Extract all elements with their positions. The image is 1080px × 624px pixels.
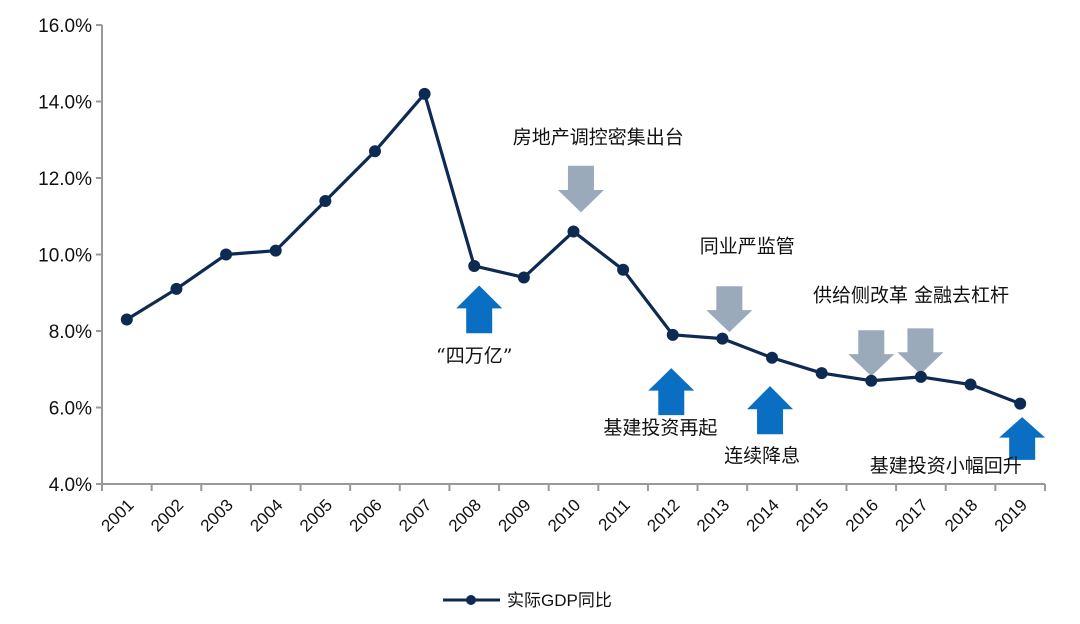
data-point xyxy=(865,374,878,387)
x-tick-label: 2010 xyxy=(544,495,584,535)
data-point xyxy=(220,248,233,261)
x-tick-label: 2007 xyxy=(395,495,435,535)
y-tick-label: 8.0% xyxy=(49,322,92,343)
data-point xyxy=(468,259,481,272)
legend: 实际GDP同比 xyxy=(443,591,612,610)
y-tick-label: 12.0% xyxy=(38,169,92,190)
y-tick-label: 14.0% xyxy=(38,93,92,114)
x-tick-label: 2002 xyxy=(147,495,187,535)
y-tick-label: 10.0% xyxy=(38,246,92,267)
arrow-down-icon xyxy=(848,330,895,377)
x-tick-label: 2006 xyxy=(346,495,386,535)
data-point xyxy=(269,244,282,257)
arrow-down-icon xyxy=(706,286,753,333)
arrow-up-icon xyxy=(648,368,695,416)
series-gdp xyxy=(120,87,1027,410)
arrow-up-icon xyxy=(456,285,503,334)
y-tick-label: 4.0% xyxy=(49,475,92,496)
annotation-label: 同业严监管 xyxy=(700,235,795,257)
x-tick-label: 2012 xyxy=(643,495,683,535)
data-point xyxy=(964,378,977,391)
x-tick-label: 2016 xyxy=(842,495,882,535)
data-point xyxy=(766,351,779,364)
arrow-up-icon xyxy=(999,417,1046,460)
x-tick-label: 2004 xyxy=(246,495,286,535)
x-tick-label: 2005 xyxy=(296,495,336,535)
arrow-down-icon xyxy=(897,328,944,375)
x-tick-label: 2001 xyxy=(97,495,137,535)
annotation-label: 基建投资再起 xyxy=(603,417,717,439)
x-tick-label: 2017 xyxy=(892,495,932,535)
annotation-label: 连续降息 xyxy=(724,445,800,467)
arrow-down-icon xyxy=(557,165,604,213)
x-tick-label: 2011 xyxy=(595,495,634,534)
y-tick-label: 16.0% xyxy=(38,16,92,37)
annotation-label: 房地产调控密集出台 xyxy=(513,127,684,149)
annotation-label: 供给侧改革 金融去杠杆 xyxy=(813,284,1009,306)
data-point xyxy=(666,328,679,341)
data-point xyxy=(617,263,630,276)
annotation-label: “四万亿” xyxy=(436,345,512,367)
data-point xyxy=(815,367,828,380)
annotation-label: 基建投资小幅回升 xyxy=(870,455,1022,477)
data-point xyxy=(567,225,580,238)
y-tick-label: 6.0% xyxy=(49,399,92,420)
data-point xyxy=(319,194,332,207)
legend-label: 实际GDP同比 xyxy=(507,591,612,610)
data-point xyxy=(170,282,183,295)
x-tick-label: 2015 xyxy=(792,495,832,535)
data-point xyxy=(1014,397,1027,410)
x-tick-label: 2018 xyxy=(941,495,981,535)
legend-marker xyxy=(466,595,476,605)
data-point xyxy=(418,87,431,100)
x-tick-label: 2013 xyxy=(693,495,733,535)
data-point xyxy=(368,145,381,158)
data-point xyxy=(120,313,133,326)
annotation-arrows xyxy=(456,165,1046,460)
data-point xyxy=(716,332,729,345)
data-point xyxy=(517,271,530,284)
x-tick-label: 2003 xyxy=(197,495,237,535)
x-tick-label: 2008 xyxy=(445,495,485,535)
x-tick-label: 2014 xyxy=(743,495,783,535)
arrow-up-icon xyxy=(747,386,794,435)
data-point xyxy=(914,370,927,383)
x-tick-label: 2009 xyxy=(495,495,535,535)
x-tick-label: 2019 xyxy=(991,495,1031,535)
